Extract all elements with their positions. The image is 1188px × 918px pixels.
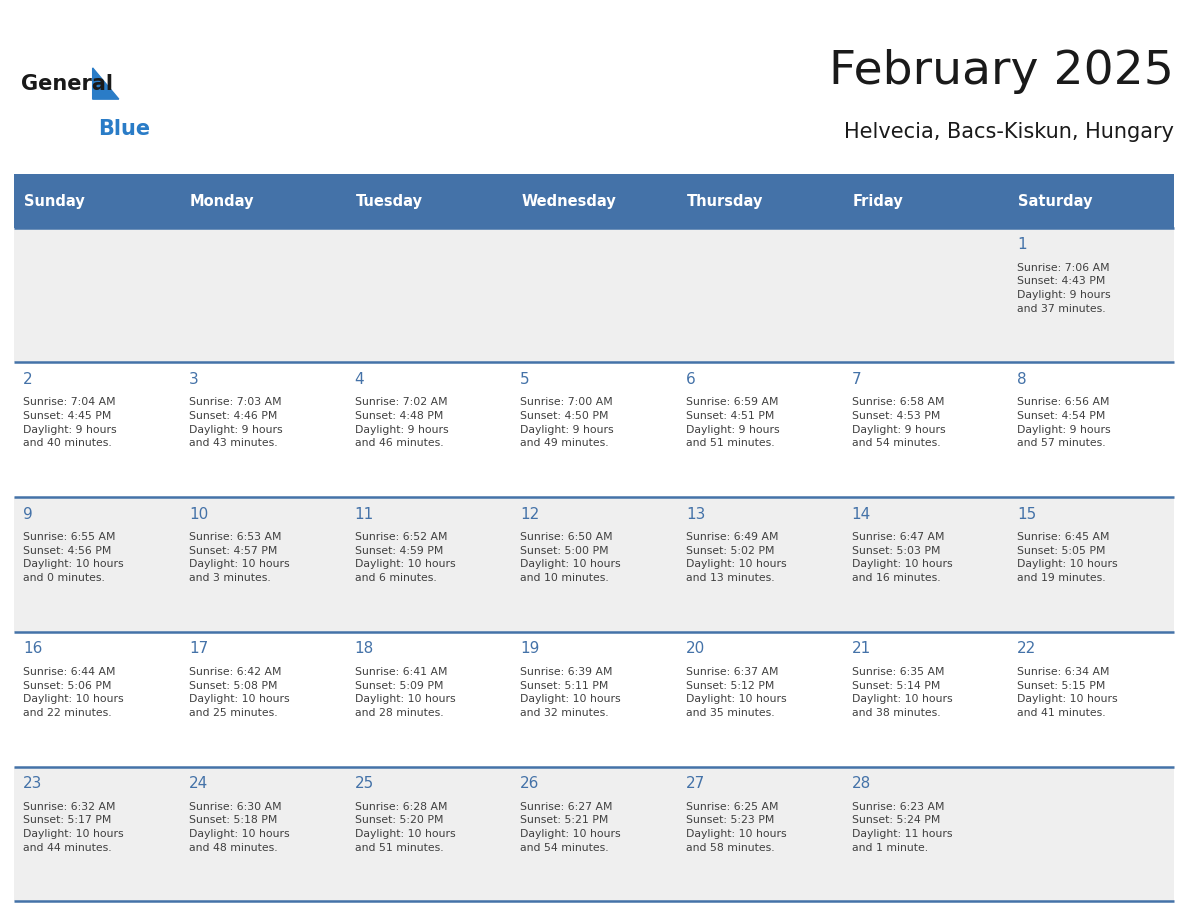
Bar [14,632,1174,767]
Bar [842,174,1009,228]
Text: 12: 12 [520,507,539,521]
Polygon shape [93,68,119,99]
Text: Saturday: Saturday [1018,194,1093,208]
Text: 25: 25 [355,776,374,791]
Text: 5: 5 [520,372,530,386]
Text: 3: 3 [189,372,198,386]
Text: 2: 2 [24,372,33,386]
Bar [346,174,511,228]
Text: 6: 6 [685,372,696,386]
Text: 14: 14 [852,507,871,521]
Bar [14,498,1174,632]
Text: Sunrise: 6:32 AM
Sunset: 5:17 PM
Daylight: 10 hours
and 44 minutes.: Sunrise: 6:32 AM Sunset: 5:17 PM Dayligh… [24,801,124,853]
Text: Sunrise: 6:56 AM
Sunset: 4:54 PM
Daylight: 9 hours
and 57 minutes.: Sunrise: 6:56 AM Sunset: 4:54 PM Dayligh… [1017,397,1111,448]
Text: Sunrise: 7:04 AM
Sunset: 4:45 PM
Daylight: 9 hours
and 40 minutes.: Sunrise: 7:04 AM Sunset: 4:45 PM Dayligh… [24,397,116,448]
Text: 26: 26 [520,776,539,791]
Text: 20: 20 [685,642,706,656]
Text: Sunrise: 6:34 AM
Sunset: 5:15 PM
Daylight: 10 hours
and 41 minutes.: Sunrise: 6:34 AM Sunset: 5:15 PM Dayligh… [1017,667,1118,718]
Text: Sunrise: 6:53 AM
Sunset: 4:57 PM
Daylight: 10 hours
and 3 minutes.: Sunrise: 6:53 AM Sunset: 4:57 PM Dayligh… [189,532,290,583]
Bar [14,174,179,228]
Text: Sunrise: 6:41 AM
Sunset: 5:09 PM
Daylight: 10 hours
and 28 minutes.: Sunrise: 6:41 AM Sunset: 5:09 PM Dayligh… [355,667,455,718]
Text: Sunrise: 6:52 AM
Sunset: 4:59 PM
Daylight: 10 hours
and 6 minutes.: Sunrise: 6:52 AM Sunset: 4:59 PM Dayligh… [355,532,455,583]
Text: Sunrise: 7:06 AM
Sunset: 4:43 PM
Daylight: 9 hours
and 37 minutes.: Sunrise: 7:06 AM Sunset: 4:43 PM Dayligh… [1017,263,1111,314]
Text: Sunrise: 7:02 AM
Sunset: 4:48 PM
Daylight: 9 hours
and 46 minutes.: Sunrise: 7:02 AM Sunset: 4:48 PM Dayligh… [355,397,448,448]
Bar [179,174,346,228]
Text: Sunrise: 6:59 AM
Sunset: 4:51 PM
Daylight: 9 hours
and 51 minutes.: Sunrise: 6:59 AM Sunset: 4:51 PM Dayligh… [685,397,779,448]
Text: 19: 19 [520,642,539,656]
Text: Sunrise: 6:58 AM
Sunset: 4:53 PM
Daylight: 9 hours
and 54 minutes.: Sunrise: 6:58 AM Sunset: 4:53 PM Dayligh… [852,397,946,448]
Text: 17: 17 [189,642,208,656]
Text: Sunrise: 6:37 AM
Sunset: 5:12 PM
Daylight: 10 hours
and 35 minutes.: Sunrise: 6:37 AM Sunset: 5:12 PM Dayligh… [685,667,786,718]
Text: Sunrise: 6:28 AM
Sunset: 5:20 PM
Daylight: 10 hours
and 51 minutes.: Sunrise: 6:28 AM Sunset: 5:20 PM Dayligh… [355,801,455,853]
Text: 10: 10 [189,507,208,521]
Bar [14,363,1174,498]
Text: 24: 24 [189,776,208,791]
Text: 23: 23 [24,776,43,791]
Bar [677,174,842,228]
Text: Sunrise: 6:39 AM
Sunset: 5:11 PM
Daylight: 10 hours
and 32 minutes.: Sunrise: 6:39 AM Sunset: 5:11 PM Dayligh… [520,667,621,718]
Text: Sunrise: 6:25 AM
Sunset: 5:23 PM
Daylight: 10 hours
and 58 minutes.: Sunrise: 6:25 AM Sunset: 5:23 PM Dayligh… [685,801,786,853]
Text: Blue: Blue [99,119,151,139]
Text: 4: 4 [355,372,365,386]
Text: Sunrise: 6:55 AM
Sunset: 4:56 PM
Daylight: 10 hours
and 0 minutes.: Sunrise: 6:55 AM Sunset: 4:56 PM Dayligh… [24,532,124,583]
Text: Sunrise: 6:47 AM
Sunset: 5:03 PM
Daylight: 10 hours
and 16 minutes.: Sunrise: 6:47 AM Sunset: 5:03 PM Dayligh… [852,532,953,583]
Text: Sunrise: 6:42 AM
Sunset: 5:08 PM
Daylight: 10 hours
and 25 minutes.: Sunrise: 6:42 AM Sunset: 5:08 PM Dayligh… [189,667,290,718]
Text: 13: 13 [685,507,706,521]
Bar [511,174,677,228]
Text: Tuesday: Tuesday [355,194,423,208]
Text: Sunrise: 7:03 AM
Sunset: 4:46 PM
Daylight: 9 hours
and 43 minutes.: Sunrise: 7:03 AM Sunset: 4:46 PM Dayligh… [189,397,283,448]
Text: Monday: Monday [190,194,254,208]
Text: 27: 27 [685,776,706,791]
Text: Sunrise: 6:23 AM
Sunset: 5:24 PM
Daylight: 11 hours
and 1 minute.: Sunrise: 6:23 AM Sunset: 5:24 PM Dayligh… [852,801,952,853]
Text: Sunrise: 6:50 AM
Sunset: 5:00 PM
Daylight: 10 hours
and 10 minutes.: Sunrise: 6:50 AM Sunset: 5:00 PM Dayligh… [520,532,621,583]
Text: 11: 11 [355,507,374,521]
Text: General: General [21,73,113,94]
Text: 16: 16 [24,642,43,656]
Text: Helvecia, Bacs-Kiskun, Hungary: Helvecia, Bacs-Kiskun, Hungary [843,122,1174,142]
Text: 9: 9 [24,507,33,521]
Text: 28: 28 [852,776,871,791]
Text: Sunrise: 6:49 AM
Sunset: 5:02 PM
Daylight: 10 hours
and 13 minutes.: Sunrise: 6:49 AM Sunset: 5:02 PM Dayligh… [685,532,786,583]
Text: Thursday: Thursday [687,194,763,208]
Text: Sunrise: 6:44 AM
Sunset: 5:06 PM
Daylight: 10 hours
and 22 minutes.: Sunrise: 6:44 AM Sunset: 5:06 PM Dayligh… [24,667,124,718]
Bar [14,228,1174,363]
Bar [14,767,1174,901]
Text: 21: 21 [852,642,871,656]
Text: Sunrise: 6:45 AM
Sunset: 5:05 PM
Daylight: 10 hours
and 19 minutes.: Sunrise: 6:45 AM Sunset: 5:05 PM Dayligh… [1017,532,1118,583]
Text: Sunrise: 6:30 AM
Sunset: 5:18 PM
Daylight: 10 hours
and 48 minutes.: Sunrise: 6:30 AM Sunset: 5:18 PM Dayligh… [189,801,290,853]
Text: 18: 18 [355,642,374,656]
Text: Sunrise: 7:00 AM
Sunset: 4:50 PM
Daylight: 9 hours
and 49 minutes.: Sunrise: 7:00 AM Sunset: 4:50 PM Dayligh… [520,397,614,448]
Text: Sunrise: 6:35 AM
Sunset: 5:14 PM
Daylight: 10 hours
and 38 minutes.: Sunrise: 6:35 AM Sunset: 5:14 PM Dayligh… [852,667,953,718]
Text: 8: 8 [1017,372,1026,386]
Text: Friday: Friday [853,194,903,208]
Text: 1: 1 [1017,237,1026,252]
Bar [1009,174,1174,228]
Text: 7: 7 [852,372,861,386]
Text: Wednesday: Wednesday [522,194,615,208]
Text: February 2025: February 2025 [829,49,1174,94]
Text: Sunrise: 6:27 AM
Sunset: 5:21 PM
Daylight: 10 hours
and 54 minutes.: Sunrise: 6:27 AM Sunset: 5:21 PM Dayligh… [520,801,621,853]
Text: 15: 15 [1017,507,1036,521]
Text: Sunday: Sunday [24,194,86,208]
Text: 22: 22 [1017,642,1036,656]
